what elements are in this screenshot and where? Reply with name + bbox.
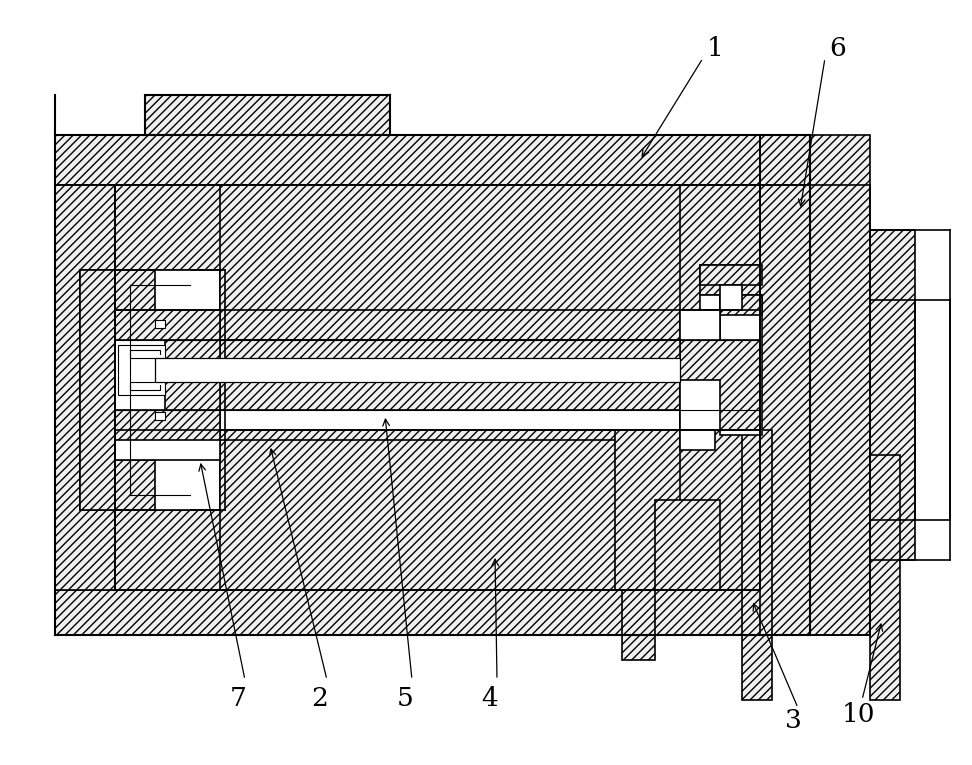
Bar bbox=[680, 395, 715, 450]
Bar bbox=[870, 455, 900, 700]
Bar bbox=[115, 270, 190, 510]
Bar bbox=[115, 430, 760, 590]
Bar bbox=[130, 350, 160, 358]
Bar bbox=[145, 95, 390, 135]
Bar bbox=[155, 358, 680, 382]
Text: 6: 6 bbox=[830, 35, 847, 60]
Bar bbox=[220, 185, 680, 340]
Bar bbox=[55, 135, 810, 185]
Bar bbox=[155, 412, 165, 420]
Text: 2: 2 bbox=[312, 685, 329, 711]
Bar bbox=[680, 310, 720, 340]
Bar bbox=[115, 310, 220, 340]
Bar bbox=[760, 135, 870, 635]
Bar bbox=[220, 340, 680, 365]
Bar bbox=[720, 295, 762, 435]
Text: 5: 5 bbox=[397, 685, 413, 711]
Text: 4: 4 bbox=[481, 685, 499, 711]
Bar bbox=[870, 230, 915, 560]
Bar bbox=[55, 185, 115, 590]
Bar bbox=[115, 320, 220, 460]
Bar bbox=[155, 355, 163, 385]
Bar bbox=[915, 300, 950, 520]
Bar bbox=[115, 185, 760, 310]
Bar bbox=[130, 382, 160, 390]
Text: 1: 1 bbox=[707, 35, 723, 60]
Bar bbox=[80, 460, 155, 510]
Bar bbox=[680, 340, 760, 430]
Bar bbox=[165, 330, 220, 415]
Bar bbox=[155, 320, 165, 328]
Bar bbox=[115, 310, 760, 430]
Bar bbox=[80, 270, 115, 510]
Bar bbox=[80, 270, 155, 320]
Bar bbox=[115, 410, 220, 440]
Bar bbox=[622, 430, 655, 660]
Bar bbox=[220, 378, 680, 410]
Bar bbox=[742, 430, 772, 700]
Bar bbox=[655, 500, 720, 590]
Bar bbox=[55, 590, 810, 635]
Bar bbox=[700, 265, 760, 295]
Bar bbox=[118, 345, 165, 395]
Bar bbox=[145, 362, 680, 380]
Text: 3: 3 bbox=[784, 708, 802, 733]
Bar bbox=[720, 295, 762, 315]
Bar bbox=[615, 430, 680, 590]
Bar bbox=[700, 295, 760, 310]
Bar bbox=[80, 270, 220, 510]
Text: 7: 7 bbox=[229, 685, 247, 711]
Text: 10: 10 bbox=[841, 702, 875, 728]
Bar bbox=[680, 380, 720, 430]
Bar bbox=[220, 440, 620, 590]
Bar bbox=[720, 285, 742, 310]
Bar bbox=[700, 265, 762, 285]
